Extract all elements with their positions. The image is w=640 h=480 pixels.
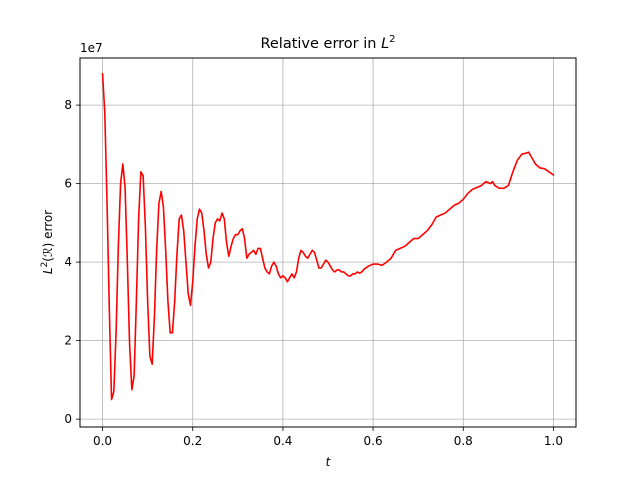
y-tick-label: 4: [64, 255, 72, 269]
y-tick-label: 8: [64, 98, 72, 112]
x-tick-label: 0.6: [364, 434, 383, 448]
data-series: [101, 72, 555, 401]
series-line-0: [101, 72, 555, 401]
plot-frame: [79, 57, 577, 428]
x-axis: 0.0 0.2 0.4 0.6 0.8 1.0: [93, 427, 563, 448]
chart-title: Relative error in L2: [260, 34, 395, 52]
x-tick-label: 0.0: [93, 434, 112, 448]
y-axis: 0 2 4 6 8: [64, 98, 80, 426]
y-tick-label: 2: [64, 334, 72, 348]
x-axis-label: t: [326, 455, 332, 469]
x-tick-label: 0.8: [454, 434, 473, 448]
x-tick-label: 0.4: [273, 434, 292, 448]
y-tick-label: 0: [64, 412, 72, 426]
y-tick-label: 6: [64, 177, 72, 191]
y-axis-label: L2(ℛ) error: [40, 210, 55, 274]
x-tick-label: 0.2: [183, 434, 202, 448]
y-offset-text: 1e7: [80, 41, 103, 55]
x-tick-label: 1.0: [544, 434, 563, 448]
